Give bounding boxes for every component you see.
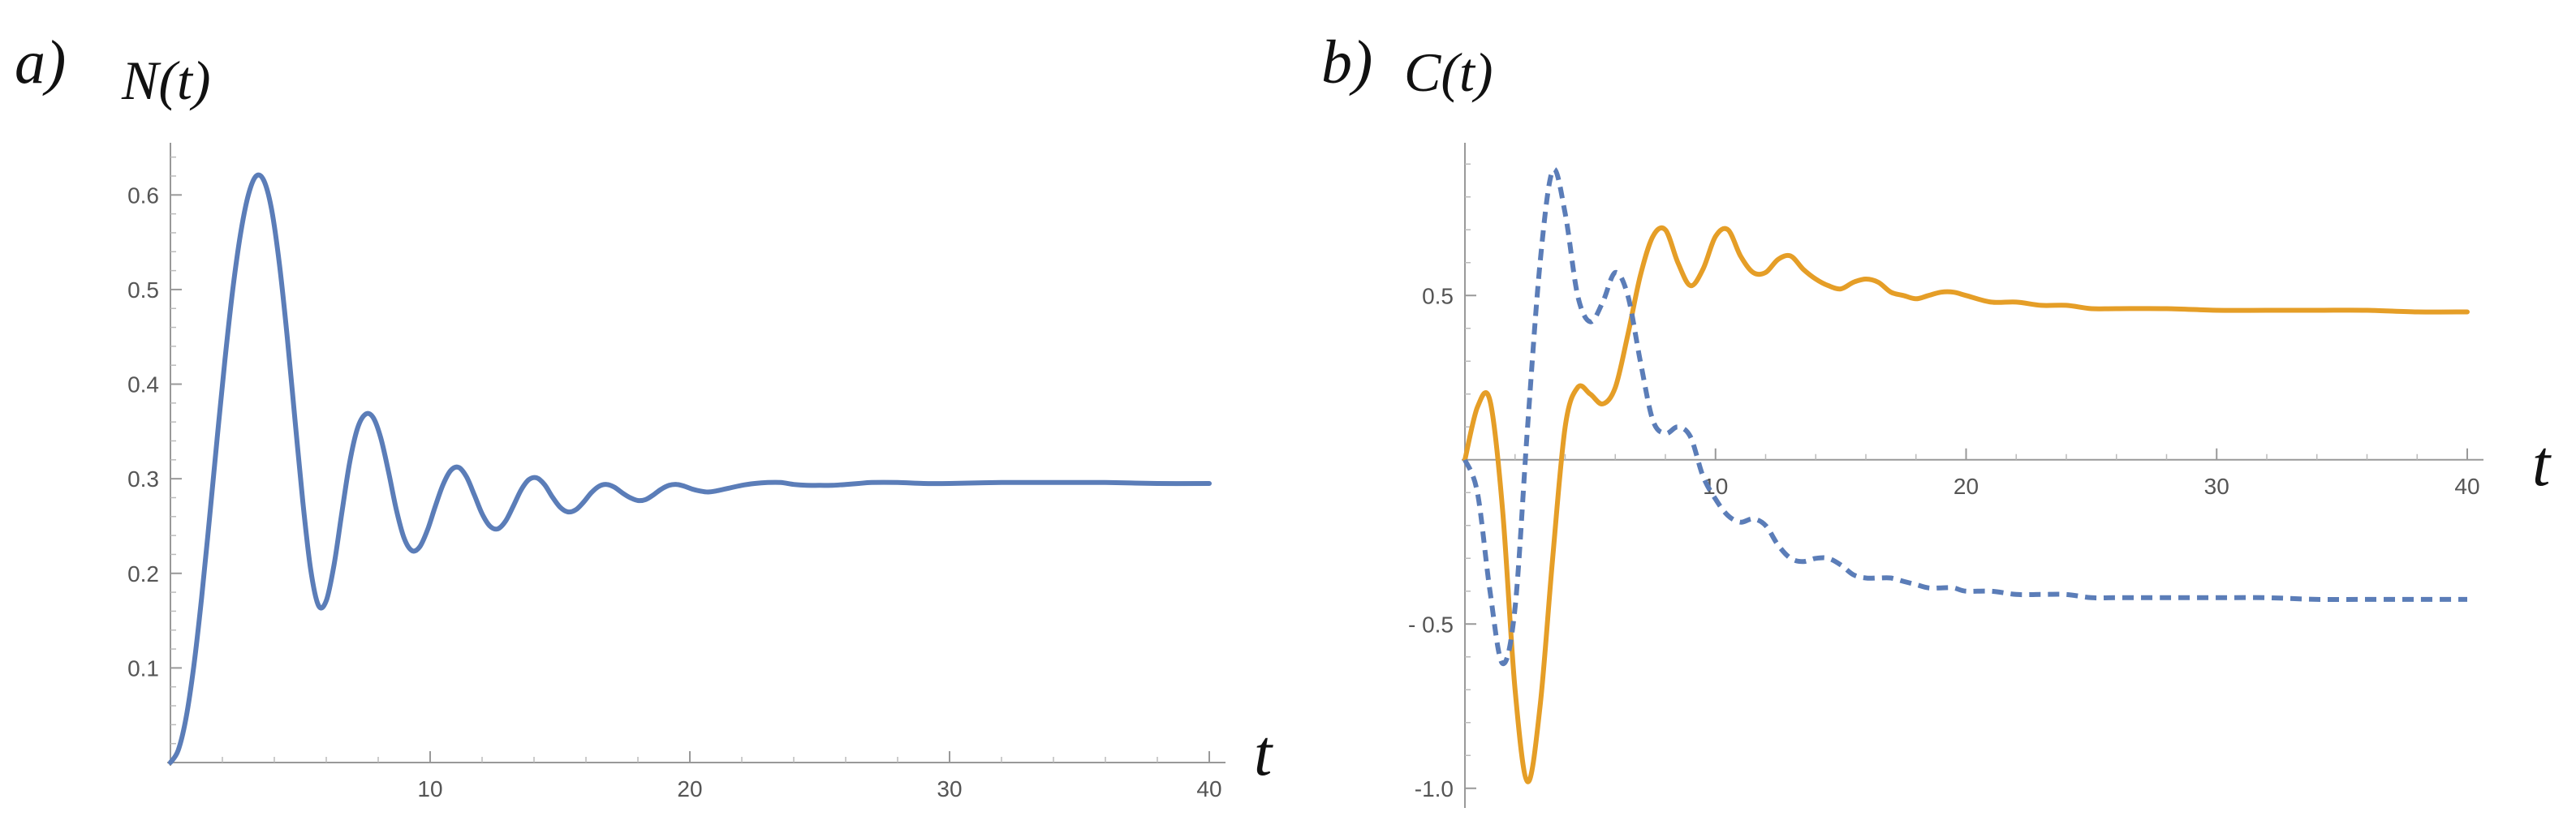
x-tick-label: 40 <box>2454 474 2479 499</box>
panel-b-y-title: C(t) <box>1404 41 1493 103</box>
x-tick-label: 20 <box>677 776 702 801</box>
y-tick-label: 0.5 <box>127 277 159 303</box>
y-tick-label: - 0.5 <box>1408 612 1454 637</box>
panel-b-axes <box>1462 143 2483 808</box>
panel-b-x-title: t <box>2532 428 2552 500</box>
series-line-dashed <box>1462 166 2467 667</box>
panel-b-ticks: 10 20 30 400.5- 0.5-1.0 <box>1408 163 2480 801</box>
panel-a-x-title: t <box>1254 718 1273 789</box>
panel-a-y-title: N(t) <box>121 49 211 111</box>
y-tick-label: 0.6 <box>127 183 159 208</box>
x-tick-label: 30 <box>937 776 962 801</box>
panel-a-axes <box>167 143 1226 766</box>
series-line-solid <box>1462 225 2470 784</box>
panel-b-series <box>1462 166 2470 784</box>
panel-b-label: b) <box>1321 28 1372 97</box>
x-tick-label: 10 <box>417 776 442 801</box>
y-tick-label: 0.2 <box>127 561 159 587</box>
x-tick-label: 30 <box>2204 474 2229 499</box>
y-tick-label: 0.3 <box>127 466 159 492</box>
panel-a: a) N(t) t 10 20 30 40 0.1 0.2 0.3 0.4 0.5 0.6 <box>15 28 1273 801</box>
panel-a-label: a) <box>15 28 66 97</box>
panel-a-series <box>168 172 1212 765</box>
y-tick-label: 0.5 <box>1422 283 1454 308</box>
y-tick-label: 0.4 <box>127 372 159 397</box>
x-tick-label: 40 <box>1196 776 1221 801</box>
series-line-solid <box>168 172 1212 765</box>
x-tick-label: 20 <box>1954 474 1979 499</box>
panel-a-ticks: 10 20 30 40 0.1 0.2 0.3 0.4 0.5 0.6 <box>127 156 1222 801</box>
panel-b: b) C(t) t 10 20 30 400.5- 0.5-1.0 <box>1321 28 2552 808</box>
y-tick-label: 0.1 <box>127 655 159 681</box>
y-tick-label: -1.0 <box>1415 776 1454 801</box>
